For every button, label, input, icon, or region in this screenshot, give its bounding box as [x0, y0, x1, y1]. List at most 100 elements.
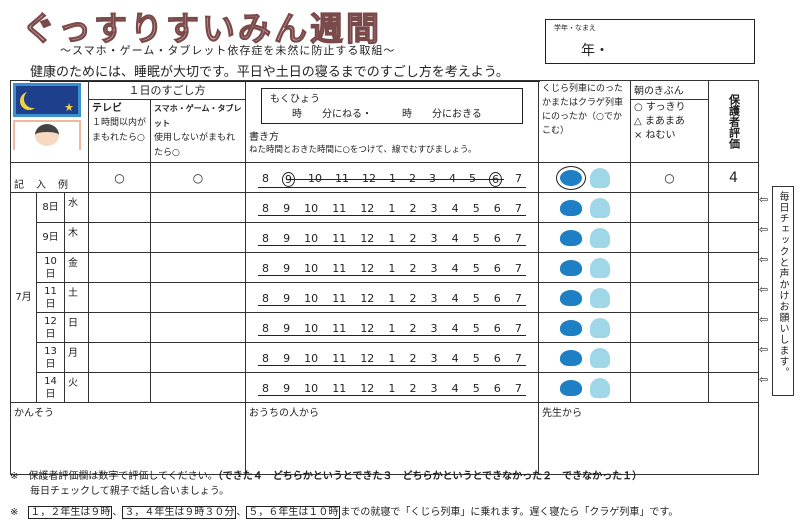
hour-mark[interactable]: 6 [493, 322, 501, 335]
hour-mark[interactable]: 8 [262, 232, 269, 245]
hour-mark[interactable]: 3 [430, 352, 438, 365]
hour-mark[interactable]: 3 [430, 262, 438, 275]
jellyfish-train-icon[interactable] [589, 227, 610, 248]
train-cell[interactable] [538, 192, 631, 223]
timeline-cell[interactable]: 8 9 10 11 12 1 2 3 4 5 6 7 [245, 372, 539, 403]
mood-cell[interactable] [630, 372, 709, 403]
timeline-scale[interactable]: 8 9 10 11 12 1 2 3 4 5 6 7 [258, 382, 526, 396]
hour-mark[interactable]: 2 [409, 292, 417, 305]
hour-mark[interactable]: 7 [514, 352, 522, 365]
parent-eval-cell[interactable] [708, 312, 759, 343]
hour-mark[interactable]: 7 [514, 382, 522, 395]
hour-mark[interactable]: 11 [332, 262, 347, 275]
hour-mark[interactable]: 6 [493, 202, 501, 215]
hour-mark[interactable]: 1 [388, 322, 396, 335]
hour-mark[interactable]: 6 [493, 262, 501, 275]
comment-home[interactable]: おうちの人から [245, 402, 539, 475]
hour-mark[interactable]: 3 [430, 232, 438, 245]
hour-mark[interactable]: 9 [283, 292, 291, 305]
hour-mark[interactable]: 12 [362, 172, 376, 185]
hour-mark[interactable]: 1 [388, 292, 396, 305]
mood-cell[interactable] [630, 342, 709, 373]
hour-mark[interactable]: 9 [283, 202, 291, 215]
hour-mark[interactable]: 4 [451, 262, 459, 275]
whale-train-icon[interactable] [559, 229, 582, 246]
train-cell[interactable] [538, 222, 631, 253]
hour-mark[interactable]: 7 [515, 172, 522, 185]
train-cell[interactable] [538, 312, 631, 343]
hour-mark[interactable]: 3 [430, 202, 438, 215]
whale-train-icon[interactable] [559, 379, 582, 396]
hour-mark[interactable]: 4 [449, 172, 456, 185]
hour-mark[interactable]: 8 [262, 292, 269, 305]
hour-mark[interactable]: 2 [409, 322, 417, 335]
jellyfish-train-icon[interactable] [589, 287, 610, 308]
hour-mark[interactable]: 8 [262, 172, 269, 185]
tv-check[interactable] [88, 282, 151, 313]
hour-mark[interactable]: 12 [360, 382, 375, 395]
hour-mark[interactable]: 11 [332, 292, 347, 305]
mood-cell[interactable] [630, 222, 709, 253]
hour-mark[interactable]: 5 [469, 172, 476, 185]
train-cell[interactable] [538, 372, 631, 403]
jellyfish-train-icon[interactable] [589, 377, 610, 398]
parent-eval-cell[interactable] [708, 222, 759, 253]
hour-mark[interactable]: 2 [409, 262, 417, 275]
hour-mark[interactable]: 4 [451, 322, 459, 335]
whale-train-icon[interactable] [559, 259, 582, 276]
hour-mark[interactable]: 12 [360, 202, 375, 215]
phone-check[interactable] [150, 312, 246, 343]
timeline-scale[interactable]: 8 9 10 11 12 1 2 3 4 5 6 7 [258, 352, 526, 366]
hour-mark[interactable]: 12 [360, 262, 375, 275]
mood-cell[interactable] [630, 252, 709, 283]
mood-cell[interactable] [630, 192, 709, 223]
hour-mark[interactable]: 5 [472, 382, 480, 395]
hour-mark[interactable]: 8 [262, 202, 269, 215]
hour-mark[interactable]: 6 [493, 352, 501, 365]
phone-check[interactable] [150, 282, 246, 313]
hour-mark[interactable]: 4 [451, 292, 459, 305]
timeline-scale[interactable]: 8 9 10 11 12 1 2 3 4 5 6 7 [258, 322, 526, 336]
hour-mark[interactable]: 2 [409, 382, 417, 395]
hour-mark[interactable]: 9 [283, 382, 291, 395]
hour-mark[interactable]: 11 [332, 382, 347, 395]
hour-mark[interactable]: 9 [283, 352, 291, 365]
comment-self[interactable]: かんそう [10, 402, 246, 475]
hour-mark[interactable]: 7 [514, 322, 522, 335]
hour-mark[interactable]: 9 [283, 322, 291, 335]
hour-mark[interactable]: 12 [360, 292, 375, 305]
hour-mark[interactable]: 10 [304, 322, 319, 335]
hour-mark[interactable]: 10 [304, 382, 319, 395]
tv-check[interactable] [88, 372, 151, 403]
hour-mark[interactable]: 4 [451, 382, 459, 395]
hour-mark[interactable]: 10 [304, 352, 319, 365]
hour-mark[interactable]: 10 [304, 292, 319, 305]
hour-mark[interactable]: 8 [262, 352, 269, 365]
jellyfish-train-icon[interactable] [589, 257, 610, 278]
hour-mark[interactable]: 5 [472, 202, 480, 215]
hour-mark[interactable]: 12 [360, 322, 375, 335]
mood-cell[interactable] [630, 282, 709, 313]
hour-mark[interactable]: 2 [409, 172, 416, 185]
hour-mark[interactable]: 1 [388, 382, 396, 395]
hour-mark[interactable]: 10 [304, 262, 319, 275]
whale-train-icon[interactable] [559, 199, 582, 216]
hour-mark[interactable]: 10 [304, 232, 319, 245]
hour-mark[interactable]: 2 [409, 202, 417, 215]
timeline-cell[interactable]: 8 9 10 11 12 1 2 3 4 5 6 7 [245, 192, 539, 223]
timeline-cell[interactable]: 8 9 10 11 12 1 2 3 4 5 6 7 [245, 282, 539, 313]
hour-mark[interactable]: 6 [493, 292, 501, 305]
hour-mark[interactable]: 5 [472, 232, 480, 245]
hour-mark[interactable]: 2 [409, 352, 417, 365]
timeline-cell[interactable]: 8 9 10 11 12 1 2 3 4 5 6 7 [245, 222, 539, 253]
tv-check[interactable] [88, 192, 151, 223]
phone-check[interactable] [150, 342, 246, 373]
hour-mark[interactable]: 12 [360, 352, 375, 365]
hour-mark[interactable]: 3 [429, 172, 436, 185]
hour-mark[interactable]: 9 [283, 262, 291, 275]
hour-mark[interactable]: 8 [262, 322, 269, 335]
timeline-scale[interactable]: 8 9 10 11 12 1 2 3 4 5 6 7 [258, 232, 526, 246]
hour-mark[interactable]: 4 [451, 352, 459, 365]
hour-mark[interactable]: 7 [514, 232, 522, 245]
timeline-cell[interactable]: 8 9 10 11 12 1 2 3 4 5 6 7 [245, 312, 539, 343]
